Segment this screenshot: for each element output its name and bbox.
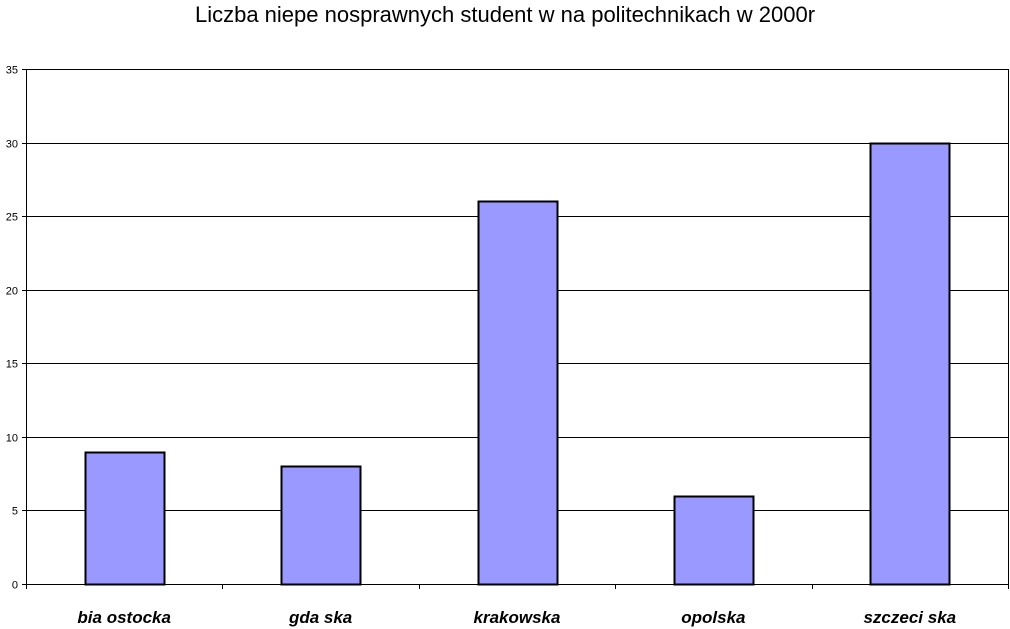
bar-4 xyxy=(673,495,755,586)
x-tick-label: bia ostocka xyxy=(77,608,171,627)
bar-5 xyxy=(869,142,951,586)
y-tick-label: 0 xyxy=(12,580,18,592)
plot-border xyxy=(26,69,1009,585)
x-tick-label: krakowska xyxy=(474,608,561,627)
x-tick-label: opolska xyxy=(681,608,745,627)
y-tick-label: 20 xyxy=(6,286,18,298)
y-tick-label: 35 xyxy=(6,65,18,77)
bar-3 xyxy=(477,200,559,586)
bar-1 xyxy=(84,451,166,586)
y-tick-label: 10 xyxy=(6,433,18,445)
y-tick-label: 30 xyxy=(6,139,18,151)
x-tick-label: gda ska xyxy=(288,608,352,627)
x-axis-ticks: bia ostocka gda ska krakowska opolska szczec… xyxy=(26,584,1009,627)
y-axis-ticks: 0 5 10 15 20 25 30 35 xyxy=(6,65,26,592)
y-tick-label: 15 xyxy=(6,359,18,371)
y-tick-label: 25 xyxy=(6,212,18,224)
bars xyxy=(84,142,951,586)
x-tick-label: szczeci ska xyxy=(863,608,956,627)
y-tick-label: 5 xyxy=(12,506,18,518)
bar-2 xyxy=(280,465,362,586)
axes xyxy=(26,69,1009,585)
chart-title: Liczba niepe nosprawnych student w na po… xyxy=(195,2,815,27)
